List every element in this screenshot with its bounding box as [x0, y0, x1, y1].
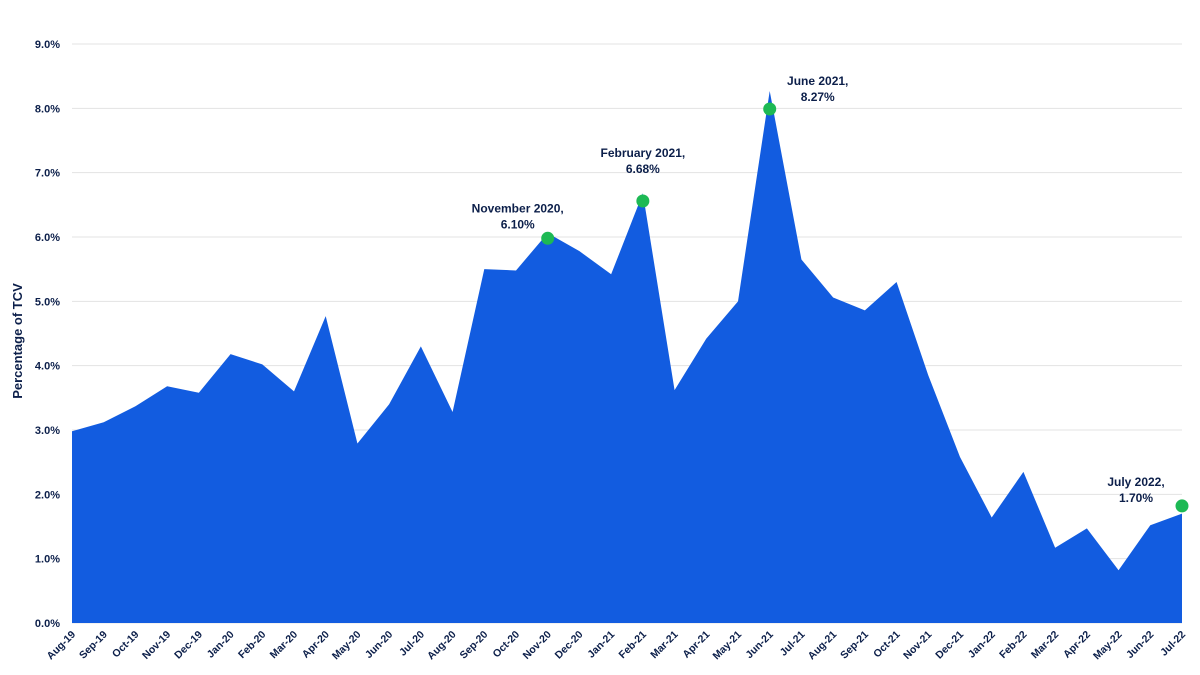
- x-tick-label: Sep-20: [458, 629, 491, 662]
- x-tick-label: Dec-20: [553, 629, 586, 662]
- y-tick-label: 4.0%: [35, 361, 60, 373]
- annotation-marker: [1175, 499, 1189, 513]
- x-tick-label: Feb-21: [617, 629, 650, 662]
- x-tick-label: Mar-21: [648, 629, 681, 662]
- annotation-label-line2: 6.10%: [501, 217, 535, 231]
- x-tick-label: Apr-22: [1061, 629, 1093, 661]
- annotation-marker: [636, 194, 650, 208]
- x-tick-label: Mar-20: [268, 629, 301, 662]
- x-tick-label: Oct-19: [110, 629, 142, 661]
- x-tick-label: Jan-22: [966, 629, 998, 661]
- x-tick-label: Aug-19: [44, 629, 78, 663]
- x-tick-label: Jan-20: [205, 629, 237, 661]
- y-tick-label: 8.0%: [35, 103, 60, 115]
- x-tick-label: Oct-20: [491, 629, 523, 661]
- annotation-label-line2: 1.70%: [1119, 491, 1153, 505]
- x-tick-label: Aug-20: [425, 629, 459, 663]
- y-axis: 0.0% 1.0% 2.0% 3.0% 4.0% 5.0% 6.0% 7.0% 8.0% 9.0%: [35, 39, 60, 630]
- x-tick-label: Dec-19: [172, 629, 205, 662]
- y-tick-label: 6.0%: [35, 232, 60, 244]
- x-tick-label: May-22: [1091, 629, 1125, 663]
- y-tick-label: 1.0%: [35, 554, 60, 566]
- x-tick-label: Nov-19: [140, 629, 173, 662]
- x-tick-label: Feb-22: [997, 629, 1030, 662]
- x-tick-label: Apr-21: [680, 629, 712, 661]
- x-tick-label: Nov-21: [901, 629, 934, 662]
- x-tick-label: May-21: [710, 629, 744, 663]
- y-tick-label: 3.0%: [35, 425, 60, 437]
- area-series: [72, 90, 1182, 623]
- x-tick-label: Jul-22: [1158, 629, 1188, 659]
- annotation-marker: [541, 231, 555, 245]
- x-tick-label: Apr-20: [300, 629, 332, 661]
- x-tick-label: Dec-21: [933, 629, 966, 662]
- y-tick-label: 9.0%: [35, 39, 60, 51]
- x-tick-label: Sep-19: [77, 629, 110, 662]
- x-tick-label: Aug-21: [806, 629, 840, 663]
- y-tick-label: 0.0%: [35, 618, 60, 630]
- x-tick-label: May-20: [330, 629, 364, 663]
- annotation-label-line1: November 2020,: [472, 201, 564, 215]
- annotation-label-line1: June 2021,: [787, 74, 848, 88]
- x-tick-label: Jan-21: [585, 629, 617, 661]
- y-tick-label: 5.0%: [35, 296, 60, 308]
- annotation-label-line1: February 2021,: [600, 146, 685, 160]
- x-tick-label: Jun-21: [743, 629, 776, 662]
- annotation-marker: [763, 102, 777, 116]
- y-tick-label: 7.0%: [35, 168, 60, 180]
- y-axis-label: Percentage of TCV: [10, 283, 25, 399]
- annotation-label-line1: July 2022,: [1107, 475, 1164, 489]
- annotation-label-line2: 8.27%: [801, 90, 835, 104]
- x-tick-label: Mar-22: [1029, 629, 1062, 662]
- x-tick-label: Jul-21: [778, 629, 808, 659]
- x-tick-label: Oct-21: [871, 629, 903, 661]
- y-tick-label: 2.0%: [35, 489, 60, 501]
- x-tick-label: Feb-20: [236, 629, 269, 662]
- annotation-label-line2: 6.68%: [626, 162, 660, 176]
- x-tick-label: Jun-20: [363, 629, 396, 662]
- x-tick-label: Sep-21: [838, 629, 871, 662]
- x-tick-label: Jul-20: [397, 629, 427, 659]
- annotations: November 2020, 6.10% February 2021, 6.68% Ju…: [472, 74, 1189, 513]
- area-path: [72, 90, 1182, 623]
- x-tick-label: Jun-22: [1124, 629, 1157, 662]
- x-tick-label: Nov-20: [521, 629, 554, 662]
